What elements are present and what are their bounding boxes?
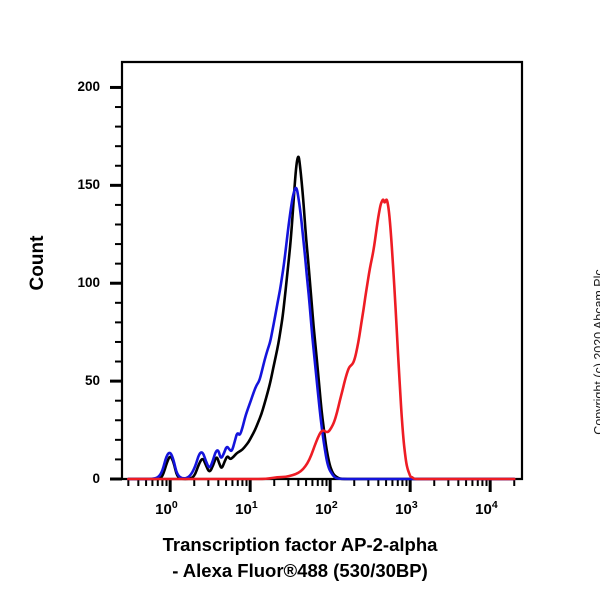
x-axis-tick-label: 100 xyxy=(155,499,178,518)
histogram-curve-stained xyxy=(127,198,516,481)
y-axis-tick-label: 50 xyxy=(84,373,100,389)
x-axis-title-line1: Transcription factor AP-2-alpha xyxy=(162,534,438,555)
x-axis-tick-label: 103 xyxy=(395,499,418,518)
histogram-curve-unstained xyxy=(127,155,516,481)
x-axis-title: Transcription factor AP-2-alpha - Alexa … xyxy=(60,532,540,584)
y-axis-tick-label: 150 xyxy=(77,177,100,193)
y-axis-title: Count xyxy=(27,235,48,291)
x-axis-tick-label: 102 xyxy=(315,499,338,518)
y-axis-tick-label: 0 xyxy=(92,471,100,486)
histogram-curve-isotype xyxy=(127,186,516,481)
x-axis-tick-label: 101 xyxy=(235,499,258,518)
x-axis-title-line2: - Alexa Fluor®488 (530/30BP) xyxy=(172,560,428,581)
x-axis-tick-label: 104 xyxy=(475,499,498,518)
copyright-notice: Copyright (c) 2020 Abcam Plc xyxy=(592,269,600,435)
y-axis-tick-label: 200 xyxy=(77,79,100,95)
y-axis-tick-label: 100 xyxy=(77,275,100,291)
